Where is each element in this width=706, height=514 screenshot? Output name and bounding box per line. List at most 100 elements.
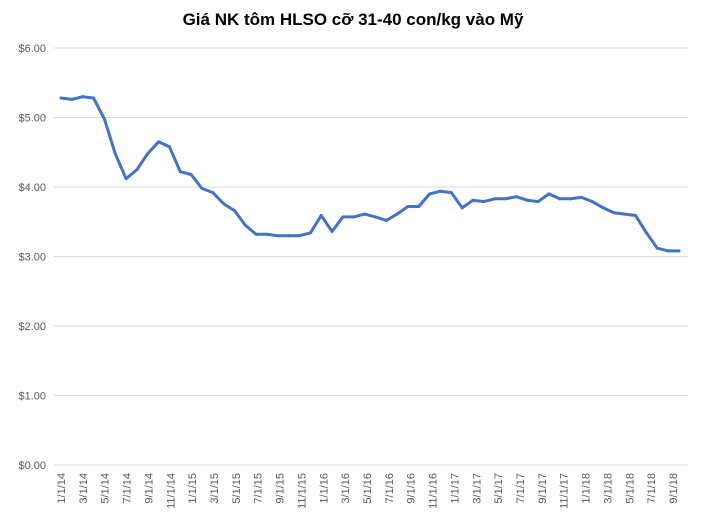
data-point xyxy=(438,189,442,193)
y-axis-ticks: $0.00 $1.00 $2.00 $3.00 $4.00 $5.00 $6.00 xyxy=(18,43,46,472)
x-tick-label: 3/1/14 xyxy=(78,473,90,504)
data-point xyxy=(547,192,551,196)
data-point xyxy=(590,200,594,204)
x-tick-label: 1/1/15 xyxy=(187,473,199,504)
x-axis-ticks: 1/1/14 3/1/14 5/1/14 7/1/14 9/1/14 11/1/14 1/1… xyxy=(56,473,680,509)
data-point xyxy=(211,191,215,195)
x-tick-label: 9/1/16 xyxy=(406,473,418,504)
data-point xyxy=(558,197,562,201)
data-point xyxy=(200,186,204,190)
data-point xyxy=(666,249,670,253)
y-tick-label: $2.00 xyxy=(18,321,46,333)
data-point xyxy=(634,213,638,217)
data-point xyxy=(471,198,475,202)
x-tick-label: 5/1/18 xyxy=(624,473,636,504)
data-point xyxy=(677,249,681,253)
data-point xyxy=(308,231,312,235)
x-tick-label: 3/1/17 xyxy=(471,473,483,504)
data-point xyxy=(146,152,150,156)
y-tick-label: $4.00 xyxy=(18,182,46,194)
data-point xyxy=(92,96,96,100)
data-point xyxy=(493,197,497,201)
data-point xyxy=(569,197,573,201)
data-point xyxy=(460,206,464,210)
x-tick-label: 5/1/17 xyxy=(493,473,505,504)
x-tick-label: 9/1/14 xyxy=(143,473,155,504)
data-point xyxy=(514,195,518,199)
data-point xyxy=(265,232,269,236)
data-point xyxy=(623,212,627,216)
data-point xyxy=(363,212,367,216)
series-line xyxy=(59,95,681,253)
data-point xyxy=(384,218,388,222)
x-tick-label: 3/1/15 xyxy=(209,473,221,504)
data-point xyxy=(70,97,74,101)
x-tick-label: 7/1/16 xyxy=(384,473,396,504)
x-tick-label: 9/1/18 xyxy=(668,473,680,504)
x-tick-label: 9/1/17 xyxy=(537,473,549,504)
data-point xyxy=(644,231,648,235)
data-point xyxy=(113,152,117,156)
x-tick-label: 1/1/17 xyxy=(449,473,461,504)
data-point xyxy=(428,192,432,196)
data-point xyxy=(298,234,302,238)
data-point xyxy=(59,96,63,100)
x-tick-label: 5/1/15 xyxy=(231,473,243,504)
x-tick-label: 11/1/15 xyxy=(296,473,308,509)
data-point xyxy=(102,117,106,121)
data-point xyxy=(579,195,583,199)
data-point xyxy=(395,212,399,216)
data-point xyxy=(330,229,334,233)
data-point xyxy=(276,234,280,238)
data-point xyxy=(178,170,182,174)
data-point xyxy=(482,200,486,204)
data-point xyxy=(504,197,508,201)
gridlines xyxy=(54,47,688,466)
x-tick-label: 5/1/14 xyxy=(100,473,112,504)
data-point xyxy=(254,232,258,236)
data-point xyxy=(406,204,410,208)
data-point xyxy=(189,172,193,176)
data-point xyxy=(449,191,453,195)
data-point xyxy=(601,206,605,210)
data-point xyxy=(81,95,85,99)
y-tick-label: $1.00 xyxy=(18,391,46,403)
data-point xyxy=(287,234,291,238)
x-tick-label: 1/1/16 xyxy=(318,473,330,504)
x-tick-label: 7/1/14 xyxy=(122,473,134,504)
data-point xyxy=(341,215,345,219)
data-point xyxy=(222,202,226,206)
data-point xyxy=(157,140,161,144)
y-tick-label: $0.00 xyxy=(18,460,46,472)
x-tick-label: 9/1/15 xyxy=(275,473,287,504)
data-point xyxy=(352,215,356,219)
x-tick-label: 11/1/16 xyxy=(428,473,440,509)
y-tick-label: $5.00 xyxy=(18,113,46,125)
x-tick-label: 7/1/15 xyxy=(253,473,265,504)
data-point xyxy=(243,223,247,227)
data-point xyxy=(319,213,323,217)
data-point xyxy=(655,246,659,250)
x-tick-label: 11/1/14 xyxy=(165,473,177,509)
series-layer xyxy=(59,95,681,253)
data-point xyxy=(612,211,616,215)
data-point xyxy=(167,145,171,149)
x-tick-label: 3/1/16 xyxy=(340,473,352,504)
data-point xyxy=(124,177,128,181)
x-tick-label: 1/1/18 xyxy=(581,473,593,504)
data-point xyxy=(536,200,540,204)
data-point xyxy=(135,168,139,172)
x-tick-label: 7/1/17 xyxy=(515,473,527,504)
x-tick-label: 7/1/18 xyxy=(646,473,658,504)
data-point xyxy=(373,215,377,219)
x-tick-label: 1/1/14 xyxy=(56,473,68,504)
x-tick-label: 3/1/18 xyxy=(602,473,614,504)
y-tick-label: $6.00 xyxy=(18,43,46,55)
data-point xyxy=(232,209,236,213)
data-point xyxy=(417,204,421,208)
x-tick-label: 5/1/16 xyxy=(362,473,374,504)
y-tick-label: $3.00 xyxy=(18,252,46,264)
x-tick-label: 11/1/17 xyxy=(559,473,571,509)
chart-title: Giá NK tôm HLSO cỡ 31-40 con/kg vào Mỹ xyxy=(182,10,524,29)
